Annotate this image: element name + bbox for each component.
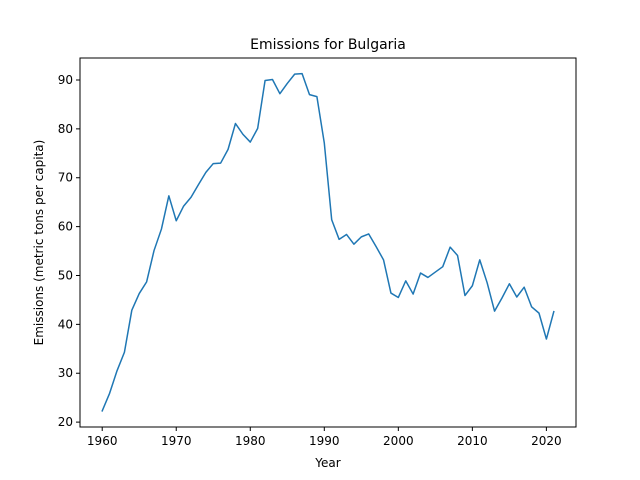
x-tick-label: 1960 — [87, 434, 118, 448]
x-tick-label: 2000 — [383, 434, 414, 448]
series-layer — [101, 72, 555, 412]
plot-frame — [79, 57, 577, 428]
y-tick-label: 30 — [58, 366, 73, 380]
y-tick-label: 50 — [58, 268, 73, 282]
y-tick-label: 40 — [58, 317, 73, 331]
y-tick-label: 90 — [58, 73, 73, 87]
chart-title: Emissions for Bulgaria — [250, 37, 406, 53]
x-tick-label: 1970 — [161, 434, 192, 448]
y-axis: 20 30 40 50 60 70 80 90 — [58, 73, 80, 429]
series-line — [101, 72, 555, 412]
x-tick-label: 1980 — [235, 434, 266, 448]
x-tick-label: 2020 — [531, 434, 562, 448]
y-axis-title: Emissions (metric tons per capita) — [32, 140, 46, 346]
y-tick-label: 70 — [58, 171, 73, 185]
y-tick-label: 20 — [58, 415, 73, 429]
y-tick-label: 80 — [58, 122, 73, 136]
y-tick-label: 60 — [58, 220, 73, 234]
x-tick-label: 1990 — [309, 434, 340, 448]
x-tick-label: 2010 — [457, 434, 488, 448]
x-axis: 1960 1970 1980 1990 2000 2010 2020 — [87, 427, 562, 448]
x-axis-title: Year — [314, 456, 340, 470]
